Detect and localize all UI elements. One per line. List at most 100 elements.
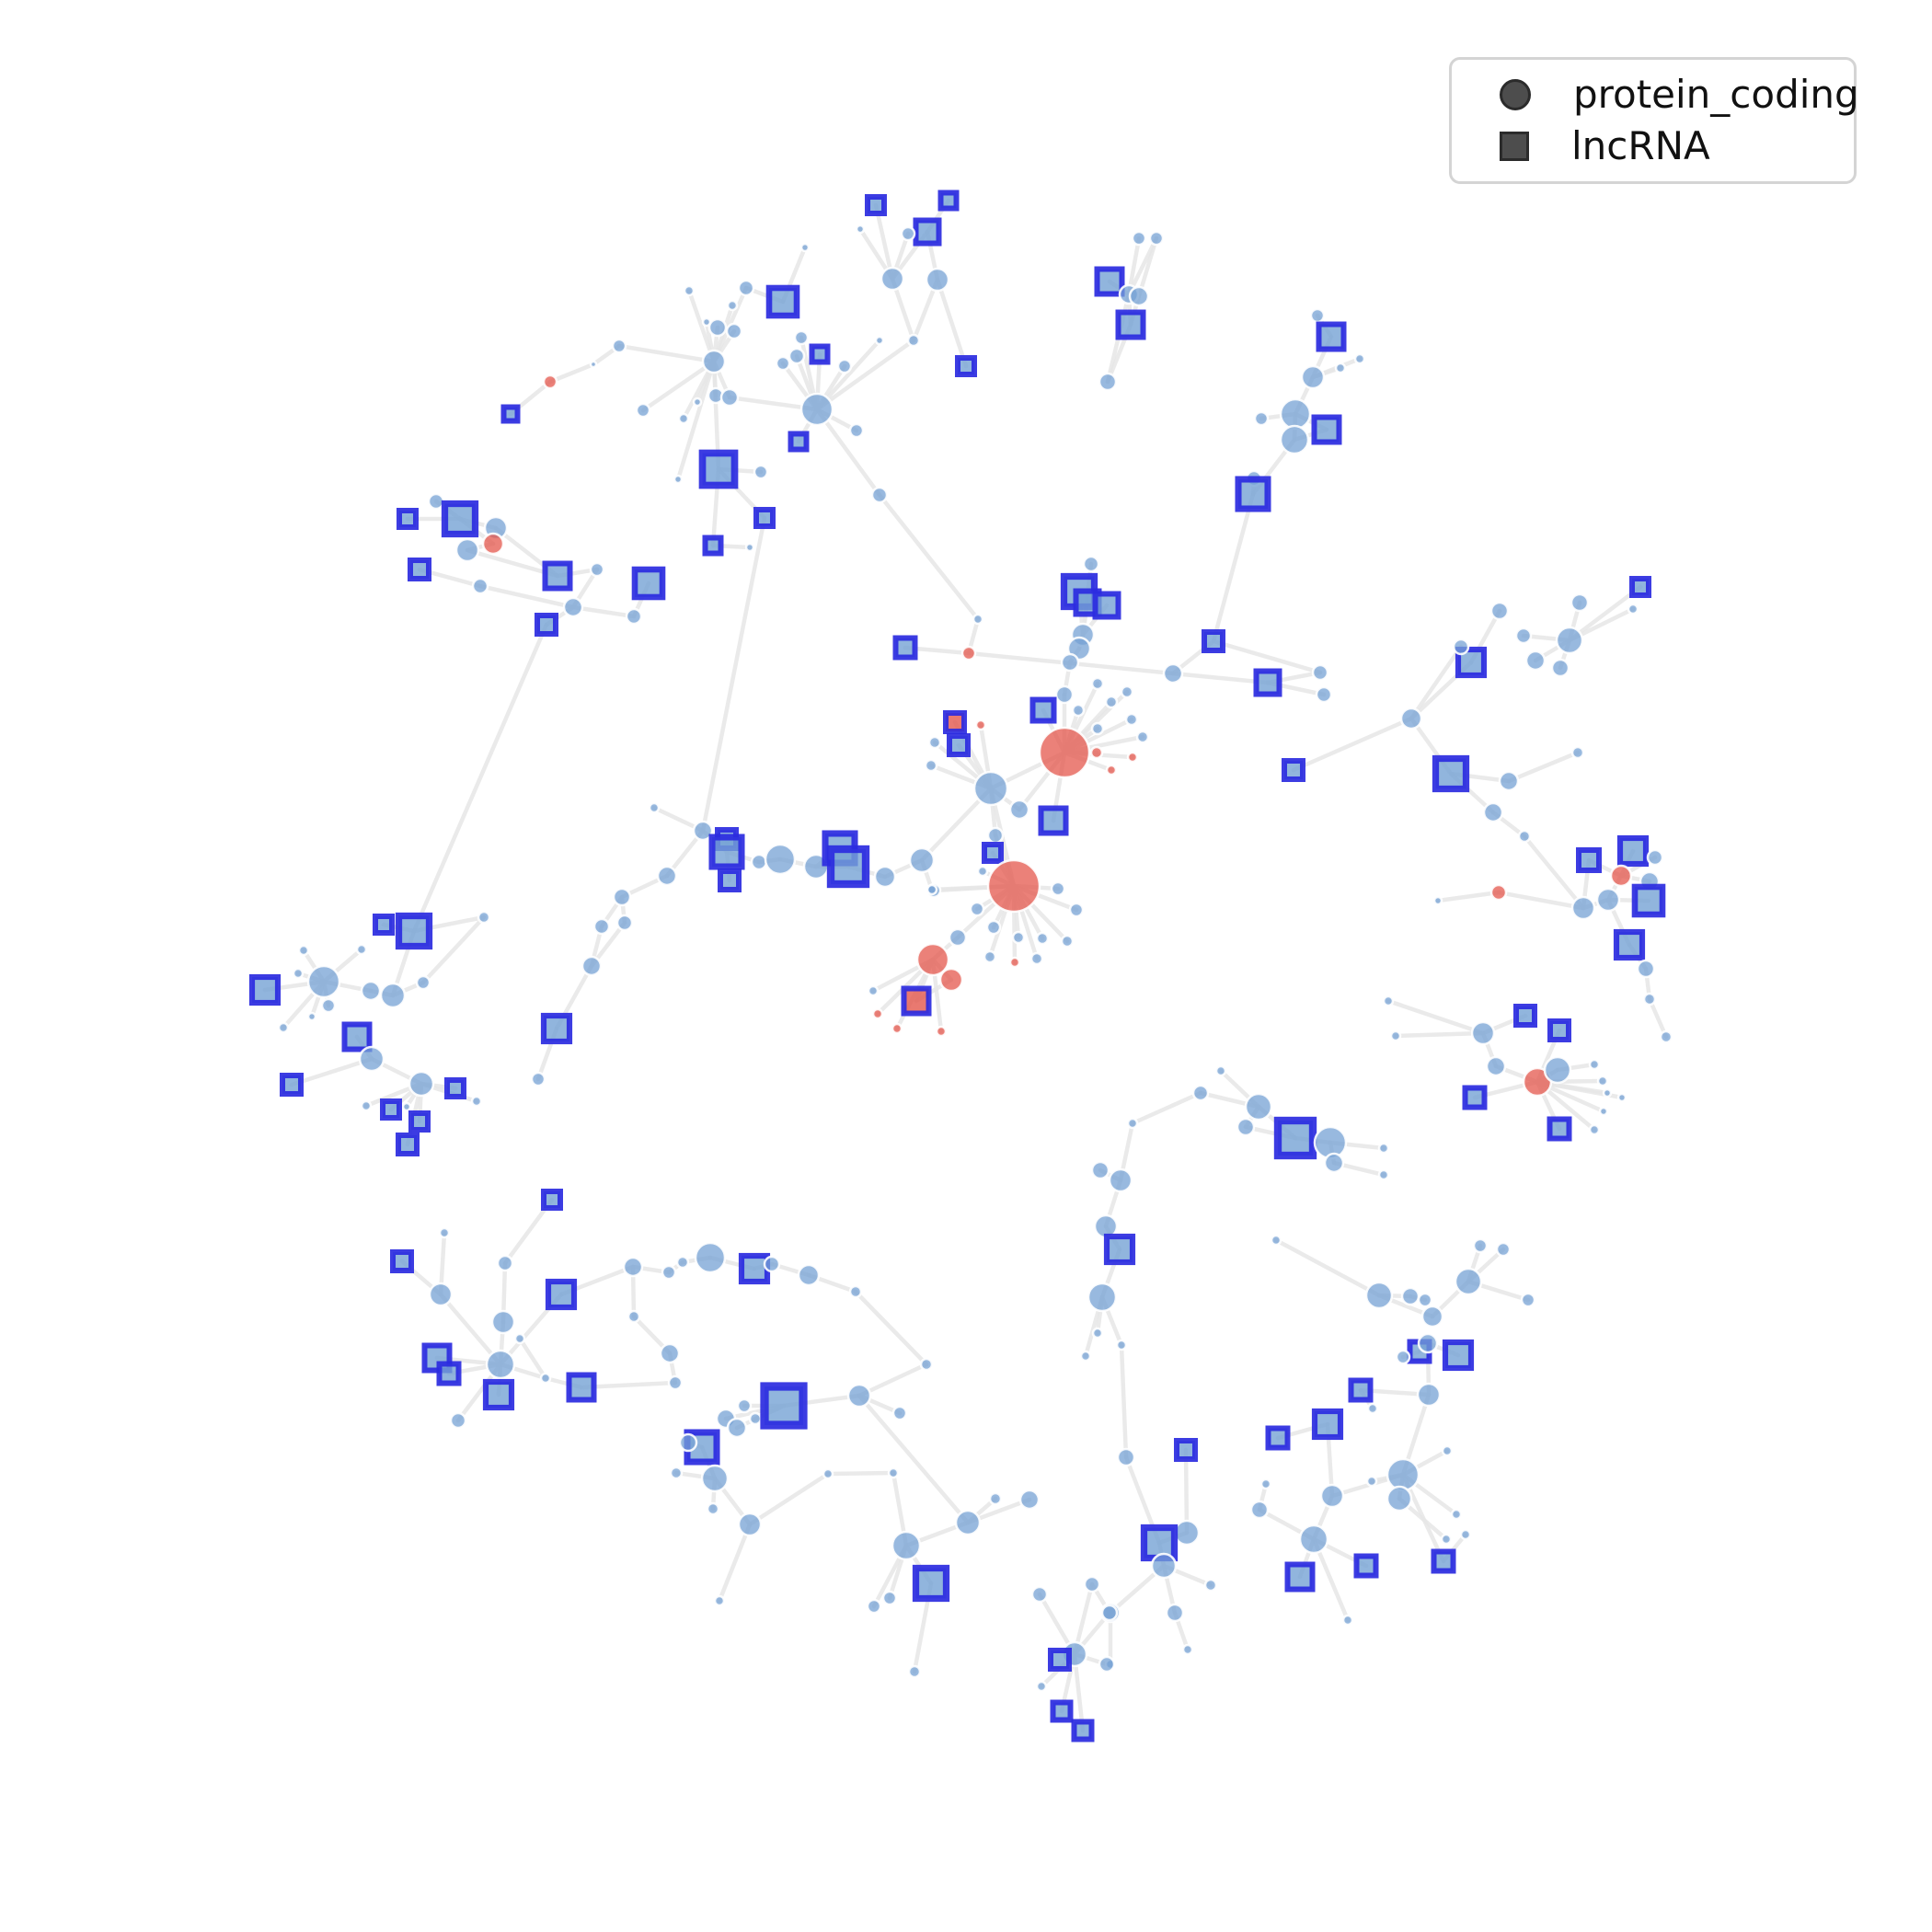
- graph-node-square: [1547, 1018, 1571, 1042]
- graph-node-circle: [1087, 1282, 1118, 1313]
- graph-node-square: [1616, 834, 1650, 868]
- graph-node-circle: [1203, 1578, 1218, 1593]
- graph-node-square: [1442, 1339, 1475, 1372]
- graph-node-circle: [988, 1491, 1003, 1506]
- graph-node-circle: [908, 846, 936, 874]
- graph-node-circle: [635, 402, 651, 419]
- graph-node-circle: [706, 1501, 720, 1516]
- graph-node-circle: [1079, 1350, 1092, 1363]
- graph-node-circle: [822, 1467, 834, 1480]
- graph-node-circle: [1382, 995, 1395, 1007]
- graph-node-circle: [907, 1664, 922, 1679]
- legend-label: protein_coding: [1573, 72, 1859, 117]
- graph-node-circle: [1128, 285, 1150, 307]
- graph-node-circle: [1323, 1152, 1345, 1174]
- graph-node-circle: [1082, 555, 1100, 573]
- graph-node-circle: [1498, 770, 1520, 792]
- graph-node-square: [1576, 847, 1602, 873]
- graph-edge: [814, 338, 916, 412]
- graph-node-circle: [306, 964, 341, 999]
- graph-node-circle: [1550, 658, 1570, 678]
- graph-node-circle: [1105, 764, 1118, 776]
- graph-edge: [1170, 671, 1271, 685]
- graph-node-circle: [625, 607, 643, 626]
- graph-edge: [700, 515, 767, 834]
- graph-node-circle: [926, 883, 938, 896]
- graph-node-circle: [713, 1594, 726, 1607]
- graph-node-circle: [1098, 1655, 1116, 1673]
- graph-node-square: [436, 1361, 462, 1386]
- graph-node-square: [1431, 1548, 1456, 1574]
- graph-node-square: [1092, 591, 1121, 620]
- graph-node-square: [912, 1564, 950, 1603]
- graph-node-circle: [1377, 1142, 1390, 1155]
- graph-node-circle: [622, 1256, 644, 1278]
- legend: protein_coding lncRNA: [1449, 57, 1859, 184]
- graph-node-square: [280, 1073, 304, 1097]
- graph-edge: [873, 202, 895, 282]
- graph-node-circle: [848, 1284, 863, 1299]
- graph-node-square: [826, 845, 870, 889]
- graph-node-circle: [1366, 1402, 1379, 1415]
- graph-node-circle: [1399, 707, 1423, 730]
- graph-node-circle: [683, 284, 696, 297]
- graph-node-circle: [1570, 895, 1596, 921]
- graph-node-square: [892, 635, 918, 661]
- graph-node-circle: [1279, 397, 1312, 431]
- graph-node-circle: [891, 1022, 903, 1035]
- graph-edge: [289, 1056, 374, 1087]
- graph-node-circle: [880, 266, 905, 292]
- graph-node-circle: [726, 1417, 748, 1439]
- graph-node-circle: [1459, 1528, 1472, 1541]
- graph-node-circle: [960, 645, 977, 661]
- graph-edge: [857, 1393, 971, 1525]
- graph-node-circle: [736, 1397, 753, 1414]
- graph-node-square: [1265, 1425, 1291, 1451]
- graph-node-square: [1613, 928, 1646, 961]
- graph-node-circle: [1595, 887, 1621, 913]
- graph-node-circle: [692, 397, 703, 408]
- graph-edge: [825, 1470, 896, 1477]
- graph-node-circle: [972, 770, 1009, 807]
- graph-node-square: [540, 1012, 573, 1045]
- graph-edge: [517, 1336, 548, 1381]
- graph-node-circle: [969, 901, 985, 917]
- graph-node-circle: [1482, 801, 1504, 823]
- graph-node-circle: [1588, 1123, 1601, 1136]
- graph-node-square: [901, 985, 932, 1017]
- graph-node-circle: [678, 1432, 698, 1453]
- graph-node-square: [373, 914, 395, 936]
- graph-node-circle: [986, 826, 1005, 845]
- graph-node-circle: [1091, 1327, 1104, 1340]
- graph-node-square: [1547, 1116, 1572, 1142]
- graph-node-circle: [513, 1332, 526, 1345]
- graph-node-circle: [1389, 1029, 1402, 1042]
- graph-node-square: [1115, 309, 1146, 340]
- graph-node-circle: [891, 1530, 922, 1561]
- graph-node-square: [1348, 1377, 1374, 1403]
- graph-node-square: [500, 404, 521, 424]
- graph-node-circle: [427, 492, 445, 511]
- graph-node-square: [1629, 576, 1651, 598]
- graph-node-circle: [1135, 730, 1150, 744]
- graph-node-circle: [1386, 1485, 1413, 1512]
- graph-node-circle: [797, 1263, 821, 1287]
- graph-node-circle: [692, 820, 714, 842]
- graph-node-circle: [1054, 684, 1075, 705]
- graph-edge: [579, 1380, 678, 1390]
- graph-node-circle: [1588, 1058, 1601, 1071]
- graph-node-circle: [1148, 230, 1165, 247]
- graph-node-circle: [1432, 895, 1443, 906]
- graph-node-square: [982, 842, 1004, 864]
- graph-node-circle: [1417, 1332, 1439, 1354]
- graph-node-circle: [673, 474, 684, 485]
- graph-node-circle: [948, 927, 968, 948]
- graph-node-circle: [848, 422, 865, 439]
- graph-node-circle: [1120, 684, 1134, 699]
- graph-node-circle: [788, 347, 806, 365]
- graph-node-circle: [360, 980, 382, 1002]
- graph-node-circle: [477, 910, 491, 925]
- edges-layer: [262, 198, 1669, 1733]
- graph-node-square: [1174, 1438, 1198, 1462]
- graph-node-square: [542, 560, 573, 592]
